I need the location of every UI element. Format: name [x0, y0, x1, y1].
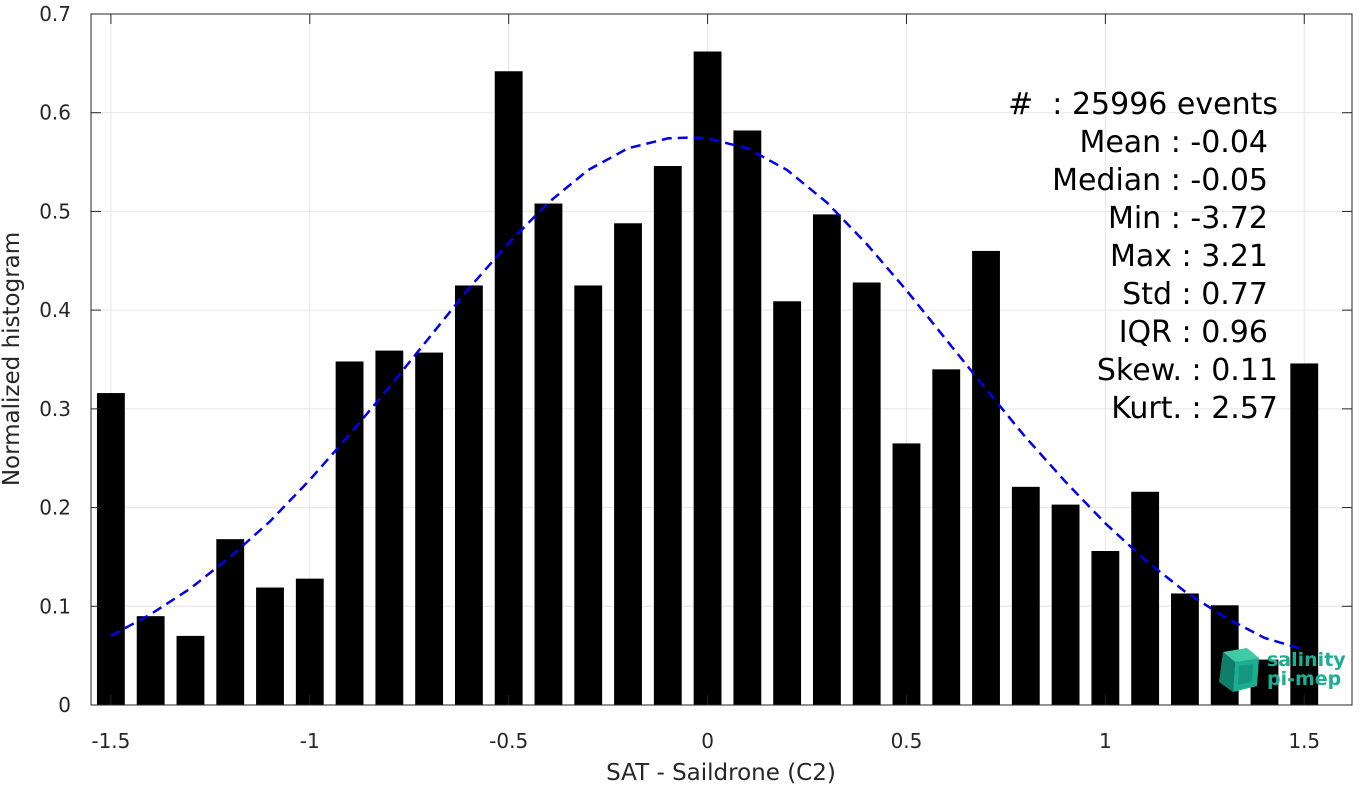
stats-annotation: # : 25996 events Mean : -0.04 Median : -… — [960, 86, 1280, 428]
axes — [90, 13, 1353, 706]
histogram-bar — [415, 352, 444, 705]
histogram-bar — [773, 301, 802, 705]
histogram-bar — [1091, 551, 1120, 705]
histogram-bar — [972, 250, 1000, 705]
logo-line2: pi-mep — [1267, 668, 1342, 690]
axes-box — [90, 13, 1353, 706]
x-axis-label: SAT - Saildrone (C2) — [606, 760, 836, 785]
stat-events: # : 25996 events — [1008, 87, 1278, 122]
histogram-bar — [1171, 593, 1199, 705]
histogram-bar — [932, 369, 961, 705]
x-tick-label: 1 — [1099, 729, 1112, 753]
stat-kurt: Kurt. : 2.57 — [1111, 391, 1278, 426]
histogram-bar — [136, 616, 165, 705]
histogram-bar — [534, 203, 563, 705]
y-tick-label: 0.3 — [39, 397, 71, 421]
histogram-bar — [1051, 504, 1080, 705]
histogram-bar — [454, 285, 483, 705]
histogram-bar — [614, 223, 642, 705]
stat-mean: Mean : -0.04 — [1079, 125, 1268, 160]
y-tick-label: 0 — [58, 693, 71, 717]
y-tick-label: 0.1 — [39, 594, 71, 618]
histogram-bar — [494, 71, 523, 706]
histogram-bar — [892, 443, 921, 705]
x-ticks: -1.5 -1 -0.5 0 0.5 1 1.5 — [91, 14, 1320, 753]
histogram-bar — [1011, 486, 1040, 705]
histogram-bar — [852, 282, 881, 705]
histogram-bar — [733, 130, 762, 706]
histogram-bar — [375, 350, 404, 705]
histogram-bar — [96, 393, 125, 705]
histogram-bar — [216, 539, 245, 705]
histogram-bar — [256, 587, 284, 705]
fit-curve-line — [110, 136, 1305, 651]
y-tick-label: 0.4 — [39, 298, 71, 322]
bars — [96, 51, 1319, 706]
x-tick-label: -0.5 — [489, 729, 528, 753]
stat-min: Min : -3.72 — [1107, 201, 1268, 236]
x-tick-label: 0 — [701, 729, 714, 753]
histogram-bar — [176, 635, 205, 705]
cube-icon — [1219, 648, 1259, 692]
y-tick-label: 0.6 — [39, 101, 71, 125]
salinity-pimep-logo: salinity pi-mep — [1217, 648, 1347, 694]
stat-max: Max : 3.21 — [1110, 239, 1268, 274]
stat-std: Std : 0.77 — [1122, 277, 1268, 312]
histogram-bar — [335, 361, 364, 705]
x-tick-label: 1.5 — [1288, 729, 1320, 753]
y-tick-label: 0.5 — [39, 199, 71, 223]
x-tick-label: -1.5 — [91, 729, 130, 753]
y-axis-label: Normalized histogram — [0, 232, 25, 486]
y-tick-label: 0.7 — [39, 2, 71, 26]
stat-median: Median : -0.05 — [1052, 163, 1268, 198]
stat-iqr: IQR : 0.96 — [1118, 315, 1268, 350]
histogram-bar — [1131, 491, 1160, 705]
histogram-bar — [693, 51, 722, 706]
gaussian-fit — [110, 136, 1305, 651]
histogram-bar — [574, 285, 603, 705]
logo-line1: salinity — [1267, 649, 1346, 671]
histogram-bar — [812, 214, 841, 705]
histogram-bar — [653, 166, 682, 705]
histogram-bar — [295, 578, 324, 705]
y-ticks: 0 0.1 0.2 0.3 0.4 0.5 0.6 0.7 — [39, 2, 1352, 717]
stat-skew: Skew. : 0.11 — [1096, 353, 1278, 388]
y-tick-label: 0.2 — [39, 496, 71, 520]
x-tick-label: 0.5 — [891, 729, 923, 753]
x-tick-label: -1 — [300, 729, 320, 753]
